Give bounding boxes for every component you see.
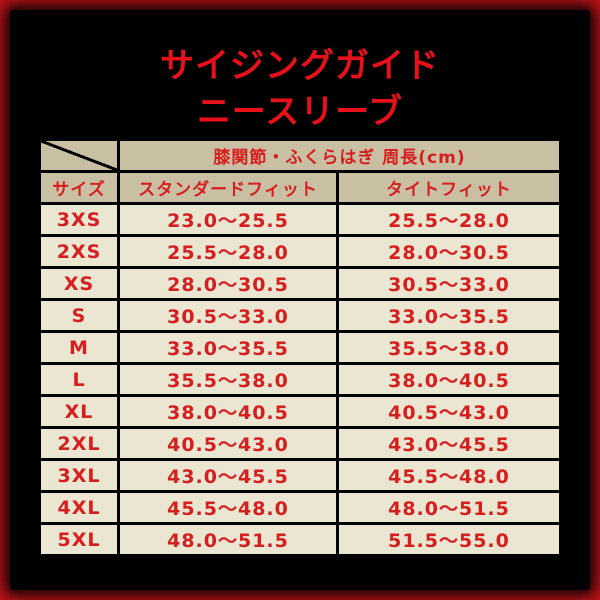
table-row: 3XL 43.0～45.5 45.5～48.0 [41,461,559,490]
table-row: M 33.0～35.5 35.5～38.0 [41,333,559,362]
tight-fit-cell: 43.0～45.5 [339,429,559,458]
tight-fit-cell: 40.5～43.0 [339,397,559,426]
table-row: 5XL 48.0～51.5 51.5～55.0 [41,525,559,554]
standard-fit-cell: 23.0～25.5 [120,205,336,234]
tight-fit-cell: 33.0～35.5 [339,301,559,330]
standard-fit-cell: 30.5～33.0 [120,301,336,330]
table-row: XL 38.0～40.5 40.5～43.0 [41,397,559,426]
tight-fit-cell: 45.5～48.0 [339,461,559,490]
tight-fit-cell: 28.0～30.5 [339,237,559,266]
standard-fit-cell: 48.0～51.5 [120,525,336,554]
size-table: 膝関節・ふくらはぎ 周長(cm) サイズ スタンダードフィット タイトフィット … [38,138,562,557]
tight-fit-cell: 35.5～38.0 [339,333,559,362]
size-cell: S [41,301,117,330]
size-cell: 2XS [41,237,117,266]
tight-fit-cell: 48.0～51.5 [339,493,559,522]
tight-fit-cell: 38.0～40.5 [339,365,559,394]
standard-fit-cell: 45.5～48.0 [120,493,336,522]
size-cell: L [41,365,117,394]
title: サイジングガイド [160,46,440,86]
column-header-row: サイズ スタンダードフィット タイトフィット [41,173,559,202]
standard-fit-cell: 43.0～45.5 [120,461,336,490]
size-cell: XS [41,269,117,298]
size-cell: M [41,333,117,362]
tight-fit-cell: 25.5～28.0 [339,205,559,234]
diagonal-corner-cell [41,141,117,170]
size-cell: 3XS [41,205,117,234]
column-header-tight-fit: タイトフィット [339,173,559,202]
tight-fit-cell: 30.5～33.0 [339,269,559,298]
size-cell: 4XL [41,493,117,522]
subtitle: ニースリーブ [196,92,404,132]
table-row: S 30.5～33.0 33.0～35.5 [41,301,559,330]
table-row: 2XS 25.5～28.0 28.0～30.5 [41,237,559,266]
column-header-standard-fit: スタンダードフィット [120,173,336,202]
standard-fit-cell: 28.0～30.5 [120,269,336,298]
standard-fit-cell: 35.5～38.0 [120,365,336,394]
size-cell: XL [41,397,117,426]
standard-fit-cell: 33.0～35.5 [120,333,336,362]
column-header-size: サイズ [41,173,117,202]
table-row: 4XL 45.5～48.0 48.0～51.5 [41,493,559,522]
size-cell: 5XL [41,525,117,554]
table-row: XS 28.0～30.5 30.5～33.0 [41,269,559,298]
standard-fit-cell: 40.5～43.0 [120,429,336,458]
group-header: 膝関節・ふくらはぎ 周長(cm) [120,141,559,170]
standard-fit-cell: 25.5～28.0 [120,237,336,266]
tight-fit-cell: 51.5～55.0 [339,525,559,554]
size-cell: 3XL [41,461,117,490]
size-cell: 2XL [41,429,117,458]
table-row: 3XS 23.0～25.5 25.5～28.0 [41,205,559,234]
group-header-row: 膝関節・ふくらはぎ 周長(cm) [41,141,559,170]
table-row: 2XL 40.5～43.0 43.0～45.5 [41,429,559,458]
table-row: L 35.5～38.0 38.0～40.5 [41,365,559,394]
standard-fit-cell: 38.0～40.5 [120,397,336,426]
